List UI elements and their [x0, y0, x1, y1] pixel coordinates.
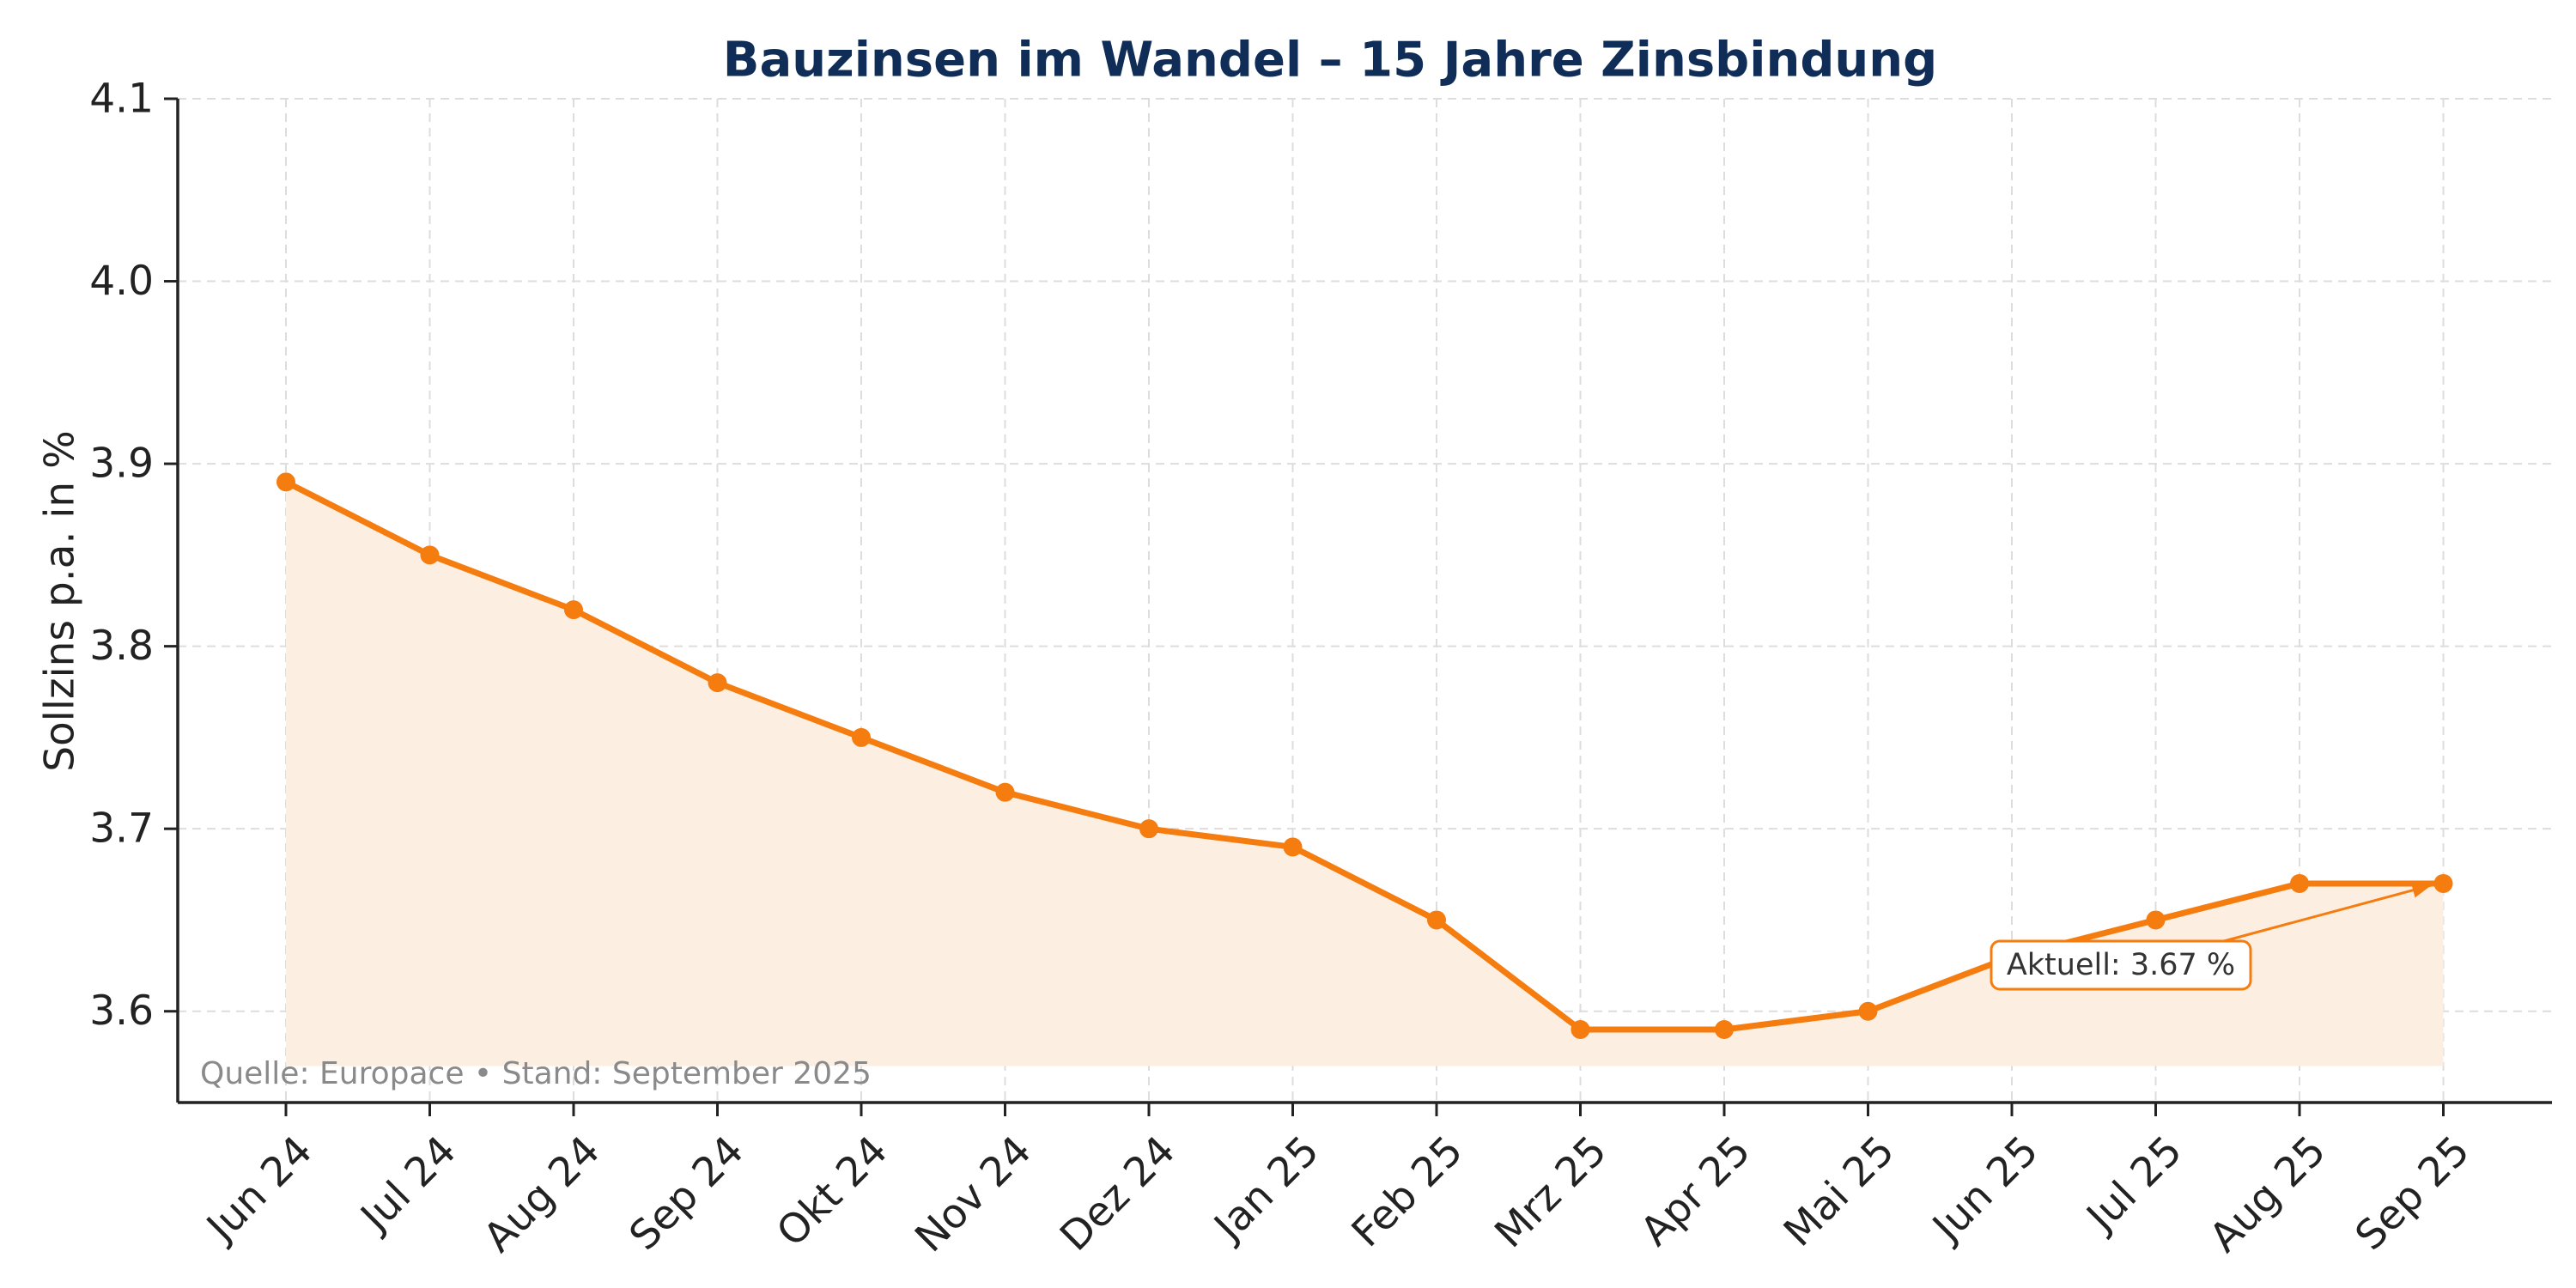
area-fill-layer: [286, 482, 2444, 1066]
x-tick-label: Jun 25: [1923, 1127, 2048, 1253]
data-point: [420, 545, 440, 565]
annotation: Aktuell: 3.67 %: [1990, 882, 2432, 991]
data-point: [564, 600, 583, 620]
annotation-box: [1990, 939, 2252, 991]
x-tick-label: Jul 25: [2076, 1127, 2191, 1242]
y-tick-label: 4.1: [89, 76, 154, 123]
annotation-arrow: [2223, 884, 2432, 943]
data-point: [1571, 1019, 1590, 1039]
y-tick-label: 4.0: [89, 258, 154, 305]
annotation-text: Aktuell: 3.67 %: [2007, 948, 2235, 982]
x-tick-label: Mai 25: [1775, 1127, 1904, 1256]
x-tick-label: Nov 24: [906, 1127, 1041, 1262]
y-tick-label: 3.6: [89, 987, 154, 1035]
data-point: [276, 472, 295, 492]
x-tick-label: Aug 24: [475, 1127, 610, 1262]
series-line: [283, 478, 2446, 1033]
data-point: [1427, 910, 1446, 930]
y-tick-labels: 3.6 3.7 3.8 3.9 4.0 4.1: [89, 76, 154, 1036]
data-point: [1283, 837, 1303, 857]
area-fill: [286, 482, 2444, 1066]
x-tick-label: Jul 24: [350, 1127, 465, 1242]
y-tick-label: 3.8: [89, 623, 154, 670]
data-point: [995, 782, 1015, 802]
y-axis-label: Sollzins p.a. in %: [37, 430, 84, 772]
series-line-layer: [283, 478, 2446, 1033]
chart-title: Bauzinsen im Wandel – 15 Jahre Zinsbindu…: [723, 33, 1937, 88]
y-tick-label: 3.7: [89, 805, 154, 853]
x-tick-label: Jan 25: [1204, 1127, 1328, 1252]
x-tick-labels: Jun 24 Jul 24 Aug 24 Sep 24 Okt 24 Nov 24 Dez …: [197, 1127, 2479, 1262]
x-tick-label: Sep 24: [621, 1127, 753, 1260]
data-point: [1715, 1019, 1734, 1039]
axes: [164, 97, 2552, 1116]
x-tick-label: Aug 25: [2201, 1127, 2336, 1262]
data-point: [1858, 1001, 1878, 1021]
x-tick-label: Mrz 25: [1485, 1127, 1616, 1258]
y-tick-label: 3.9: [89, 440, 154, 488]
data-point: [2290, 873, 2309, 893]
data-point: [1139, 819, 1158, 839]
x-tick-label: Jun 24: [197, 1127, 322, 1253]
data-point: [852, 727, 871, 747]
data-point: [708, 673, 727, 693]
x-tick-label: Dez 24: [1051, 1127, 1184, 1261]
x-tick-label: Sep 25: [2347, 1127, 2479, 1260]
x-tick-label: Apr 25: [1631, 1127, 1759, 1255]
x-tick-label: Okt 24: [768, 1127, 896, 1256]
data-point: [2146, 910, 2166, 930]
annotation-arrowhead: [2410, 882, 2432, 898]
data-point: [2433, 873, 2453, 893]
source-note: Quelle: Europace • Stand: September 2025: [200, 1056, 872, 1091]
x-tick-label: Feb 25: [1343, 1127, 1473, 1257]
